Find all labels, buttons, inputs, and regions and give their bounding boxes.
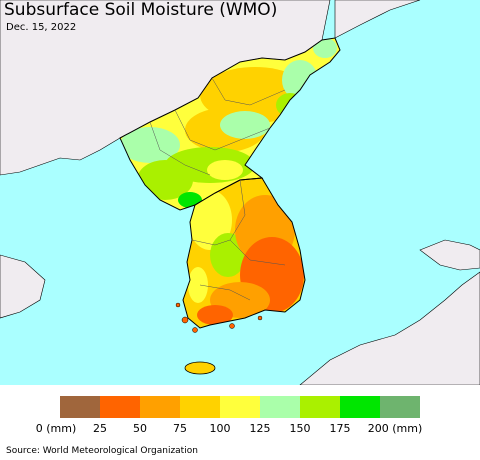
legend-start-label: 0 (mm) bbox=[35, 422, 77, 435]
china-coast-west bbox=[0, 254, 46, 319]
legend-end-label: 200 (mm) bbox=[367, 422, 423, 435]
province-borders bbox=[149, 77, 286, 301]
north-korea-outline bbox=[119, 37, 341, 211]
legend-colorbar bbox=[60, 396, 420, 418]
russia-land bbox=[334, 0, 421, 39]
legend-tick-25: 25 bbox=[93, 422, 107, 435]
soil-moisture-map bbox=[0, 0, 480, 385]
map-date: Dec. 15, 2022 bbox=[6, 22, 77, 33]
legend-swatch-0-25 bbox=[60, 396, 100, 418]
japan-land bbox=[299, 271, 480, 385]
legend-tick-125: 125 bbox=[249, 422, 271, 435]
map-title: Subsurface Soil Moisture (WMO) bbox=[4, 0, 278, 20]
source-credit: Source: World Meteorological Organizatio… bbox=[6, 446, 198, 456]
legend-tick-150: 150 bbox=[289, 422, 311, 435]
legend-swatch-100-125 bbox=[220, 396, 260, 418]
map-frame bbox=[0, 0, 480, 385]
legend-tick-175: 175 bbox=[329, 422, 351, 435]
south-korea bbox=[183, 178, 305, 328]
legend-swatch-200+ bbox=[380, 396, 420, 418]
legend-swatch-50-75 bbox=[140, 396, 180, 418]
legend-tick-50: 50 bbox=[133, 422, 147, 435]
legend-swatch-150-175 bbox=[300, 396, 340, 418]
legend-swatch-125-150 bbox=[260, 396, 300, 418]
japan-island bbox=[419, 239, 480, 271]
neighbor-land bbox=[0, 0, 480, 385]
south-korea-outline bbox=[182, 177, 306, 329]
legend-tick-100: 100 bbox=[209, 422, 231, 435]
jeju-island bbox=[184, 361, 216, 375]
legend-swatch-75-100 bbox=[180, 396, 220, 418]
legend-tick-75: 75 bbox=[173, 422, 187, 435]
legend-labels: 0 (mm) 25 50 75 100 125 150 175 200 (mm) bbox=[0, 422, 480, 436]
coastal-islands bbox=[175, 302, 263, 333]
legend-swatch-25-50 bbox=[100, 396, 140, 418]
legend-swatch-175-200 bbox=[340, 396, 380, 418]
north-korea bbox=[120, 38, 340, 210]
